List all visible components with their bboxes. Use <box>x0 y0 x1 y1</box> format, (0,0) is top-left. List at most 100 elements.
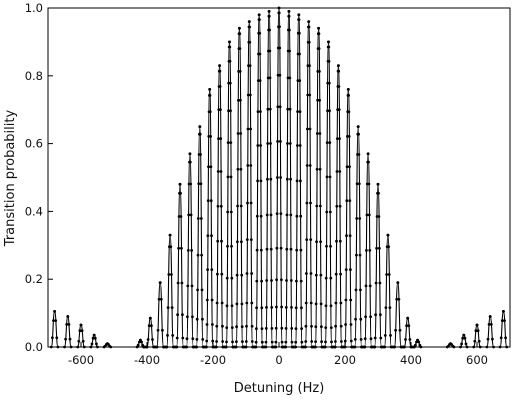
data-point <box>199 153 202 156</box>
data-point <box>316 98 319 102</box>
data-point <box>81 339 85 343</box>
data-point <box>148 316 152 320</box>
data-point <box>247 20 251 23</box>
data-point <box>492 345 495 349</box>
data-point <box>264 327 268 330</box>
data-point <box>279 246 283 250</box>
data-point <box>374 313 377 317</box>
data-point <box>170 273 173 276</box>
data-point <box>248 93 252 97</box>
data-point <box>379 336 383 340</box>
data-point <box>348 199 352 203</box>
data-point <box>259 214 263 218</box>
data-point <box>384 306 388 309</box>
data-point <box>503 319 506 322</box>
data-point <box>487 323 491 326</box>
data-point <box>206 234 210 238</box>
data-point <box>244 345 248 349</box>
y-tick-label: 1.0 <box>25 1 43 15</box>
data-point <box>290 340 294 344</box>
data-point <box>171 334 175 337</box>
data-point <box>335 204 339 208</box>
data-point <box>80 329 84 333</box>
data-point <box>329 244 332 248</box>
data-point <box>319 204 322 208</box>
data-point <box>327 45 331 49</box>
data-point <box>147 324 151 328</box>
data-point <box>308 127 312 131</box>
data-point <box>344 323 347 326</box>
data-point <box>284 345 287 349</box>
data-point <box>359 338 363 341</box>
data-point <box>255 327 258 330</box>
data-point <box>268 49 272 53</box>
data-point <box>329 276 333 280</box>
data-point <box>245 301 249 305</box>
y-tick-label: 0.8 <box>25 69 43 83</box>
data-point <box>275 278 278 282</box>
data-point <box>190 249 194 252</box>
data-point <box>314 273 318 277</box>
data-point <box>198 125 202 129</box>
data-point <box>236 167 240 171</box>
data-point <box>191 337 195 341</box>
data-point <box>463 336 467 340</box>
data-point <box>237 98 240 102</box>
data-point <box>289 213 293 217</box>
data-point <box>475 323 479 327</box>
data-point <box>63 345 66 349</box>
data-point <box>305 164 309 167</box>
data-point <box>179 215 183 218</box>
data-point <box>367 182 371 186</box>
data-point <box>338 137 341 141</box>
data-point <box>195 345 198 349</box>
data-point <box>274 340 278 344</box>
data-point <box>314 340 317 343</box>
data-point <box>386 233 390 237</box>
data-point <box>319 273 323 277</box>
data-point <box>473 339 477 343</box>
data-point <box>309 238 313 242</box>
data-point <box>452 345 456 349</box>
data-point <box>374 281 378 285</box>
data-point <box>218 64 222 67</box>
data-point <box>284 327 288 330</box>
data-point <box>329 326 333 329</box>
data-point <box>275 305 278 309</box>
data-point <box>345 199 349 203</box>
data-point <box>265 247 269 251</box>
data-point <box>333 345 337 349</box>
data-point <box>339 301 343 305</box>
data-point <box>190 284 194 288</box>
data-point <box>285 247 289 251</box>
data-point <box>248 40 252 44</box>
data-point <box>165 345 169 349</box>
data-point <box>235 302 239 306</box>
data-point <box>254 345 258 349</box>
data-point <box>241 340 244 343</box>
data-point <box>378 281 382 285</box>
data-point <box>64 337 67 341</box>
data-point <box>319 302 323 306</box>
data-point <box>270 340 274 344</box>
data-point <box>257 13 261 17</box>
data-point <box>205 298 209 302</box>
data-point <box>235 273 239 277</box>
data-point <box>208 94 212 97</box>
data-point <box>358 253 362 257</box>
data-point <box>228 40 231 44</box>
data-point <box>49 345 53 349</box>
data-point <box>219 108 222 111</box>
data-point <box>379 313 382 317</box>
data-point <box>240 240 243 244</box>
data-point <box>216 239 220 243</box>
data-point <box>359 317 363 321</box>
data-point <box>175 345 179 349</box>
data-point <box>309 272 313 275</box>
data-point <box>260 279 263 283</box>
data-point <box>228 45 232 49</box>
data-point <box>349 268 352 271</box>
data-point <box>363 337 367 341</box>
data-point <box>472 345 476 349</box>
data-point <box>338 204 342 208</box>
